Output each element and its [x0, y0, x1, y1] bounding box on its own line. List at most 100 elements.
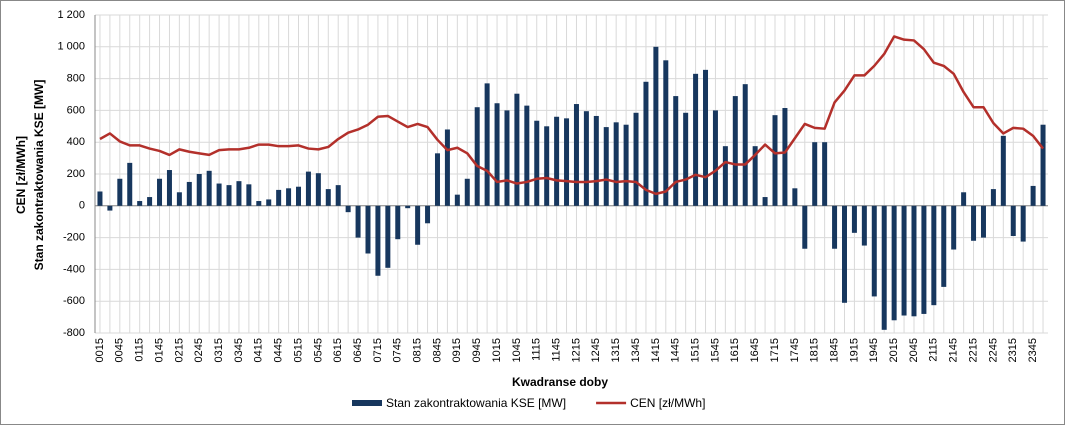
bar: [722, 146, 728, 206]
bar: [514, 93, 520, 206]
bar: [1020, 205, 1026, 242]
bar: [117, 178, 123, 206]
bar: [464, 178, 470, 206]
bar: [335, 185, 341, 206]
bar: [137, 201, 143, 206]
bar: [425, 205, 431, 224]
line: [99, 35, 1045, 196]
bar: [196, 174, 202, 206]
bar: [693, 73, 699, 206]
bar: [752, 146, 758, 206]
x-tick-label: 0445: [273, 338, 285, 362]
x-tick-label: 2215: [967, 338, 979, 362]
x-tick-label: 1045: [511, 338, 523, 362]
bar: [454, 194, 460, 206]
bar: [355, 205, 361, 238]
x-tick-label: 0115: [134, 338, 146, 362]
bar: [971, 205, 977, 241]
x-tick-label: 0415: [253, 338, 265, 362]
bar: [633, 112, 639, 206]
bar: [812, 142, 818, 206]
bar: [772, 115, 778, 206]
bar: [742, 84, 748, 206]
bar: [593, 115, 599, 206]
x-tick-label: 0645: [352, 338, 364, 362]
x-tick-label: 2315: [1007, 338, 1019, 362]
bar: [841, 205, 847, 303]
x-tick-label: 2015: [888, 338, 900, 362]
bar: [871, 205, 877, 297]
bar: [236, 181, 242, 206]
bar: [325, 189, 331, 206]
bar: [802, 205, 808, 249]
bar: [861, 205, 867, 246]
x-tick-label: 0945: [471, 338, 483, 362]
x-tick-label: 1115: [531, 338, 543, 361]
x-tick-label: 0345: [233, 338, 245, 362]
bar: [504, 110, 510, 206]
bar: [583, 111, 589, 206]
bar: [434, 153, 440, 206]
bar: [1030, 185, 1036, 206]
x-tick-label: 1915: [848, 338, 860, 362]
x-tick-label: 0215: [173, 338, 185, 362]
bar: [1000, 135, 1006, 206]
x-tick-label: 0715: [372, 338, 384, 362]
bar: [226, 185, 232, 206]
bar: [375, 205, 381, 276]
x-tick-label: 0015: [94, 338, 106, 362]
bar: [732, 96, 738, 206]
bar: [792, 188, 798, 206]
legend-label: CEN [zł/MWh]: [630, 396, 705, 410]
y-tick-label: -600: [63, 295, 85, 307]
bar: [980, 205, 986, 238]
x-tick-label: 0245: [193, 338, 205, 362]
x-tick-label: 0545: [312, 338, 324, 362]
bar: [305, 171, 311, 206]
bar: [395, 205, 401, 240]
x-tick-label: 1715: [769, 338, 781, 362]
y-tick-label: 800: [67, 73, 85, 85]
bar: [315, 173, 321, 206]
y-tick-label: 400: [67, 136, 85, 148]
x-tick-label: 0615: [332, 338, 344, 362]
x-tick-label: 2345: [1027, 338, 1039, 362]
bar: [881, 205, 887, 330]
bar: [444, 129, 450, 206]
bar: [206, 170, 212, 206]
x-tick-label: 1215: [570, 338, 582, 362]
bar: [107, 205, 113, 211]
x-tick-label: 2115: [928, 338, 940, 362]
bar: [901, 205, 907, 316]
y-axis-title: Stan zakontraktowania KSE [MW]: [32, 80, 46, 271]
bar: [573, 104, 579, 206]
bar: [256, 201, 262, 206]
bar: [415, 205, 421, 245]
x-tick-label: 1545: [709, 338, 721, 362]
x-tick-label: 0845: [431, 338, 443, 362]
bar: [246, 184, 252, 206]
bar: [911, 205, 917, 317]
y-tick-label: 600: [67, 104, 85, 116]
x-tick-label: 0915: [451, 338, 463, 362]
bar: [712, 110, 718, 206]
bar: [405, 205, 411, 209]
x-tick-label: 1645: [749, 338, 761, 362]
x-tick-label: 0815: [412, 338, 424, 362]
x-tick-label: 0145: [153, 338, 165, 362]
x-tick-label: 1015: [491, 338, 503, 362]
bar: [683, 112, 689, 206]
bar: [494, 103, 500, 206]
bar: [613, 122, 619, 206]
y-axis-title: CEN [zł/MWh]: [14, 136, 28, 214]
bar: [782, 108, 788, 206]
x-tick-label: 1615: [729, 338, 741, 362]
x-tick-label: 1945: [868, 338, 880, 362]
bar: [653, 46, 659, 206]
x-tick-label: 1315: [610, 338, 622, 362]
x-tick-label: 1815: [809, 338, 821, 362]
bar: [951, 205, 957, 250]
x-tick-label: 0745: [392, 338, 404, 362]
x-tick-label: 0515: [292, 338, 304, 362]
